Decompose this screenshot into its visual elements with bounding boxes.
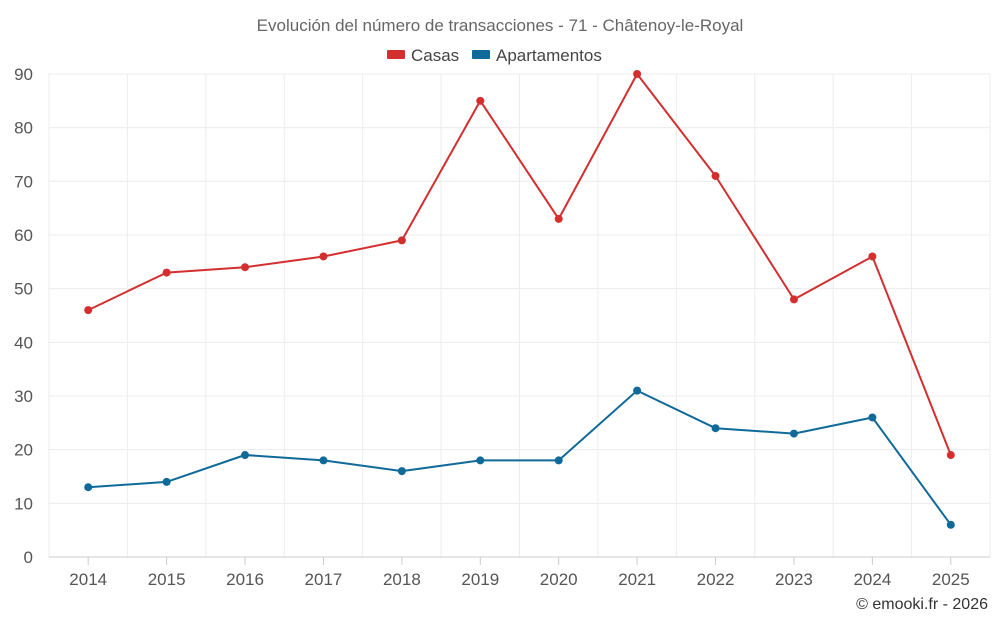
data-point-casas[interactable] [397, 236, 406, 245]
x-tick-label: 2021 [618, 570, 656, 589]
data-point-casas[interactable] [162, 268, 171, 277]
y-tick-label: 70 [14, 172, 33, 191]
axes: 0 10 20 30 40 50 60 70 80 90 2014 2015 2016 2017 2018 2… [14, 65, 990, 589]
x-tick-label: 2017 [305, 570, 343, 589]
y-tick-label: 90 [14, 65, 33, 84]
x-tick-label: 2022 [697, 570, 735, 589]
data-point-apartamentos[interactable] [711, 424, 720, 433]
data-point-casas[interactable] [711, 171, 720, 180]
data-point-casas[interactable] [554, 214, 563, 223]
data-point-casas[interactable] [241, 263, 250, 272]
x-tick-label: 2019 [461, 570, 499, 589]
chart-legend: Casas Apartamentos [387, 46, 602, 65]
x-tick-label: 2016 [226, 570, 264, 589]
series-line-casas [87, 73, 952, 456]
data-point-casas[interactable] [633, 70, 642, 78]
series-line-apartamentos [88, 389, 952, 526]
x-tick-label: 2020 [540, 570, 578, 589]
legend-label-casas: Casas [411, 46, 459, 65]
data-point-casas[interactable] [84, 306, 93, 315]
data-point-apartamentos[interactable] [319, 456, 328, 465]
x-tick-label: 2024 [853, 570, 891, 589]
data-point-apartamentos[interactable] [84, 483, 93, 492]
data-point-casas[interactable] [476, 96, 485, 105]
x-tick-label: 2023 [775, 570, 813, 589]
x-tick-label: 2025 [932, 570, 970, 589]
x-tick-label: 2014 [69, 570, 107, 589]
y-tick-label: 10 [14, 494, 33, 513]
data-point-apartamentos[interactable] [397, 467, 406, 476]
data-point-apartamentos[interactable] [946, 520, 955, 529]
data-point-casas[interactable] [946, 451, 955, 460]
legend-swatch-casas [387, 50, 405, 59]
data-point-apartamentos[interactable] [241, 451, 250, 460]
data-point-apartamentos[interactable] [162, 477, 171, 486]
data-series [84, 70, 955, 529]
data-point-apartamentos[interactable] [868, 413, 877, 422]
y-tick-label: 0 [24, 548, 33, 567]
y-tick-label: 50 [14, 280, 33, 299]
grid-lines [48, 73, 991, 557]
chart-title: Evolución del número de transacciones - … [257, 16, 744, 35]
legend-label-apartamentos: Apartamentos [496, 46, 602, 65]
y-tick-label: 30 [14, 387, 33, 406]
copyright-credit: © emooki.fr - 2026 [856, 596, 988, 613]
data-point-apartamentos[interactable] [554, 456, 563, 465]
y-tick-label: 20 [14, 441, 33, 460]
y-tick-label: 80 [14, 119, 33, 138]
data-point-apartamentos[interactable] [476, 456, 485, 465]
legend-swatch-apartamentos [472, 50, 490, 59]
y-tick-label: 60 [14, 226, 33, 245]
data-point-apartamentos[interactable] [789, 429, 798, 438]
data-point-casas[interactable] [868, 252, 877, 261]
x-tick-label: 2018 [383, 570, 421, 589]
data-point-apartamentos[interactable] [633, 386, 642, 395]
y-tick-label: 40 [14, 333, 33, 352]
data-point-casas[interactable] [789, 295, 798, 304]
data-point-casas[interactable] [319, 252, 328, 261]
x-tick-label: 2015 [148, 570, 186, 589]
